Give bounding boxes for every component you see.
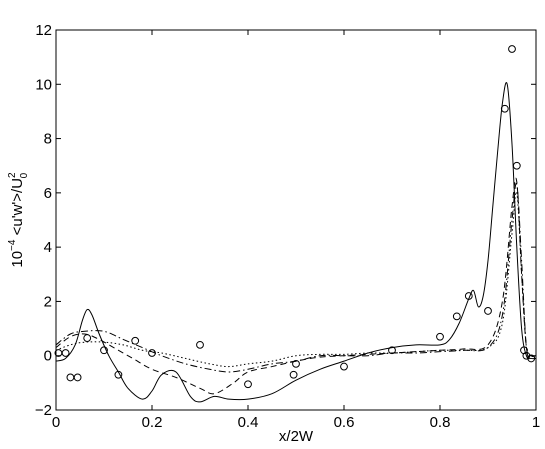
y-axis-label-body: <u'w'>/U <box>9 178 26 240</box>
y-tick-label: 12 <box>35 22 52 39</box>
data-point-circle <box>464 292 473 300</box>
data-point-circle <box>196 340 204 349</box>
y-tick-label: 10 <box>35 76 52 93</box>
series-line-dotted <box>55 191 537 368</box>
y-tick-label: 4 <box>44 239 52 256</box>
y-axis-label-prefix-exponent: −4 <box>7 239 18 251</box>
series-line-dashdot <box>55 182 537 373</box>
data-markers <box>54 45 536 389</box>
y-axis-label-prefix: 10 <box>9 251 26 268</box>
data-point-circle <box>436 332 444 341</box>
data-point-circle <box>340 362 348 371</box>
y-tick-label: 6 <box>44 185 52 202</box>
plot-area <box>55 29 537 411</box>
series-line-solid <box>55 82 537 403</box>
y-axis-label-subscript: 0 <box>19 172 30 178</box>
data-point-circle <box>83 334 92 342</box>
data-point-circle <box>388 346 396 355</box>
data-point-circle <box>100 346 108 355</box>
data-point-circle <box>244 380 252 389</box>
data-point-circle <box>61 349 70 357</box>
data-point-circle <box>292 359 300 368</box>
axes <box>55 29 537 411</box>
data-point-circle <box>114 370 123 379</box>
y-axis-label: 10−4 <u'w'>/U20 <box>7 172 30 268</box>
x-axis-label: x/2W <box>279 428 314 445</box>
x-tick-label: 1 <box>532 414 540 431</box>
x-tick-label: 0.2 <box>142 414 163 431</box>
data-point-circle <box>73 373 82 382</box>
y-tick-label: 8 <box>44 131 52 148</box>
y-tick-label: −2 <box>35 402 52 419</box>
data-point-circle <box>452 312 461 321</box>
x-tick-label: 0.4 <box>238 414 259 431</box>
x-tick-label: 0 <box>52 414 60 431</box>
y-tick-label: 0 <box>44 348 52 365</box>
x-tick-label: 0.8 <box>430 414 451 431</box>
data-point-circle <box>512 161 521 170</box>
data-point-circle <box>289 370 298 379</box>
series-line-dashed <box>55 177 537 395</box>
data-point-circle <box>148 349 156 357</box>
data-point-circle <box>500 104 509 113</box>
y-tick-label: 2 <box>44 293 52 310</box>
data-point-circle <box>527 354 536 363</box>
data-point-circle <box>131 336 140 345</box>
x-tick-label: 0.6 <box>334 414 355 431</box>
data-point-circle <box>508 45 516 53</box>
data-point-circle <box>484 307 492 315</box>
y-axis-label-exponent: 2 <box>7 172 18 178</box>
series-lines <box>55 82 537 403</box>
